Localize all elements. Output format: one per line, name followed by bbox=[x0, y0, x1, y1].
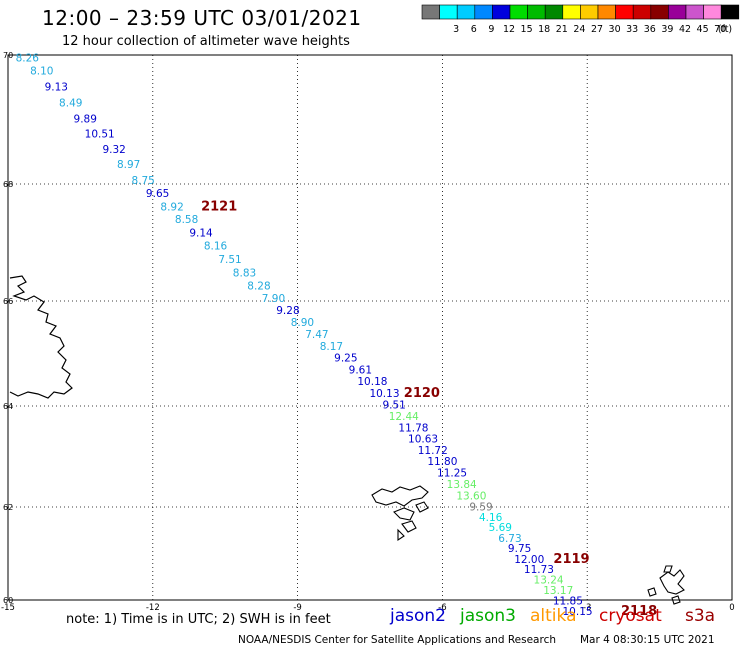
wave-height-observation: 8.75 bbox=[131, 175, 154, 187]
wave-height-observation: 10.18 bbox=[357, 376, 387, 388]
legend-sat-jason2: jason2 bbox=[390, 606, 446, 626]
latitude-tick-label: 64 bbox=[3, 402, 13, 411]
pass-time-label: 2119 bbox=[553, 552, 589, 567]
wave-height-observation: 7.90 bbox=[262, 293, 285, 305]
wave-height-observation: 10.15 bbox=[563, 606, 593, 618]
legend-tick-label: 21 bbox=[556, 24, 568, 35]
wave-height-observation: 9.65 bbox=[146, 188, 169, 200]
legend-tick-label: 6 bbox=[471, 24, 477, 35]
wave-height-observation: 8.92 bbox=[160, 201, 183, 213]
longitude-tick-label: 0 bbox=[729, 603, 734, 613]
wave-height-observation: 9.32 bbox=[102, 144, 125, 156]
legend-tick-label: 36 bbox=[644, 24, 656, 35]
legend-tick-label: 33 bbox=[626, 24, 638, 35]
legend-tick-label: 15 bbox=[521, 24, 533, 35]
wave-height-observation: 11.25 bbox=[437, 468, 467, 480]
wave-height-observation: 11.72 bbox=[418, 445, 448, 457]
generation-timestamp: Mar 4 08:30:15 UTC 2021 bbox=[580, 634, 715, 646]
wave-height-observation: 9.13 bbox=[45, 81, 68, 93]
credit-line: NOAA/NESDIS Center for Satellite Applica… bbox=[238, 634, 556, 646]
wave-height-observation: 9.25 bbox=[334, 352, 357, 364]
figure-title: 12:00 – 23:59 UTC 03/01/2021 bbox=[42, 6, 362, 30]
wave-height-observation: 8.83 bbox=[233, 267, 256, 279]
wave-height-observation: 9.89 bbox=[74, 114, 97, 126]
legend-sat-cryosat: cryosat bbox=[599, 606, 662, 626]
legend-swatch bbox=[720, 4, 740, 20]
wave-height-observation: 10.51 bbox=[85, 129, 115, 141]
map-panel: -15 -12 -9 -6 -3 0 70 68 66 64 62 60 8.268.10 9.13 8.4… bbox=[1, 51, 735, 619]
longitude-tick-label: -12 bbox=[146, 603, 160, 613]
wave-height-observation: 8.28 bbox=[247, 280, 270, 292]
wave-height-observation: 8.49 bbox=[59, 98, 82, 110]
legend-tick-label: 9 bbox=[488, 24, 494, 35]
legend-tick-label: 18 bbox=[538, 24, 550, 35]
longitude-tick-label: -15 bbox=[1, 603, 15, 613]
wave-height-observation: 13.84 bbox=[447, 479, 477, 491]
wave-height-observation: 12.00 bbox=[514, 554, 544, 566]
wave-height-observation: 11.80 bbox=[427, 456, 457, 468]
pass-time-label: 2121 bbox=[201, 199, 237, 214]
wave-height-observation: 8.90 bbox=[291, 317, 314, 329]
wave-height-observation: 13.60 bbox=[456, 490, 486, 502]
longitude-tick-label: -6 bbox=[438, 603, 446, 613]
wave-height-observation: 11.73 bbox=[524, 564, 554, 576]
legend-unit-label: (ft) bbox=[718, 24, 732, 35]
legend-sat-s3a: s3a bbox=[685, 606, 716, 626]
legend-tick-label: 27 bbox=[591, 24, 603, 35]
wave-height-observation: 8.26 bbox=[16, 52, 40, 64]
wave-height-observation: 4.16 bbox=[479, 512, 503, 524]
legend-tick-label: 42 bbox=[679, 24, 691, 35]
wave-height-observation: 9.75 bbox=[508, 543, 531, 555]
wave-height-observation: 7.47 bbox=[305, 329, 328, 341]
map-frame bbox=[7, 54, 733, 601]
color-scale-legend: 3 6 9 12 15 18 21 24 27 30 33 36 39 42 45 70(ft) bbox=[421, 4, 740, 35]
legend-tick-label: 45 bbox=[697, 24, 709, 35]
wave-height-observation: 9.61 bbox=[349, 364, 372, 376]
latitude-tick-label: 62 bbox=[3, 503, 13, 512]
wave-height-observation: 9.14 bbox=[189, 228, 213, 240]
wave-height-observation: 8.10 bbox=[30, 65, 53, 77]
wave-height-observation: 11.78 bbox=[398, 422, 428, 434]
wave-height-observation: 8.16 bbox=[204, 241, 228, 253]
legend-tick-label: 70 bbox=[714, 24, 726, 35]
wave-height-observation: 8.58 bbox=[175, 214, 198, 226]
legend-sat-altika: altika bbox=[530, 606, 577, 626]
shetland-islands-coastline bbox=[647, 565, 685, 605]
longitude-tick-label: -3 bbox=[583, 603, 591, 613]
latitude-tick-label: 68 bbox=[3, 180, 13, 189]
legend-tick-label: 24 bbox=[573, 24, 585, 35]
wave-height-observation: 10.13 bbox=[369, 388, 399, 400]
wave-height-observation: 5.69 bbox=[489, 522, 512, 534]
faroe-islands-coastline bbox=[371, 485, 429, 542]
iceland-coastline bbox=[9, 275, 73, 399]
wave-height-observation: 13.17 bbox=[543, 585, 573, 597]
pass-time-label: 2120 bbox=[404, 386, 440, 401]
footnote: note: 1) Time is in UTC; 2) SWH is in fe… bbox=[66, 612, 331, 627]
wave-height-observation: 9.51 bbox=[382, 400, 405, 412]
latitude-tick-label: 60 bbox=[3, 596, 13, 605]
latitude-tick-label: 70 bbox=[3, 51, 13, 60]
latitude-tick-label: 66 bbox=[3, 297, 13, 306]
legend-tick-label: 12 bbox=[503, 24, 515, 35]
wave-height-observation: 6.73 bbox=[498, 533, 521, 545]
wave-height-observation: 9.28 bbox=[276, 305, 299, 317]
wave-height-observation: 8.97 bbox=[117, 159, 140, 171]
wave-height-observation: 13.24 bbox=[534, 575, 564, 587]
legend-sat-jason3: jason3 bbox=[460, 606, 516, 626]
legend-tick-label: 39 bbox=[661, 24, 673, 35]
legend-tick-label: 3 bbox=[453, 24, 459, 35]
wave-height-observation: 10.63 bbox=[408, 433, 438, 445]
legend-tick-label: 30 bbox=[609, 24, 621, 35]
pass-time-label: 2118 bbox=[621, 604, 657, 619]
wave-height-observation: 8.17 bbox=[320, 341, 343, 353]
wave-height-observation: 7.51 bbox=[218, 254, 241, 266]
wave-height-observation: 9.59 bbox=[469, 501, 492, 513]
figure-subtitle: 12 hour collection of altimeter wave hei… bbox=[62, 34, 350, 49]
wave-height-observation: 12.44 bbox=[389, 411, 419, 423]
wave-height-observation: 11.85 bbox=[553, 596, 583, 608]
longitude-tick-label: -9 bbox=[293, 603, 301, 613]
